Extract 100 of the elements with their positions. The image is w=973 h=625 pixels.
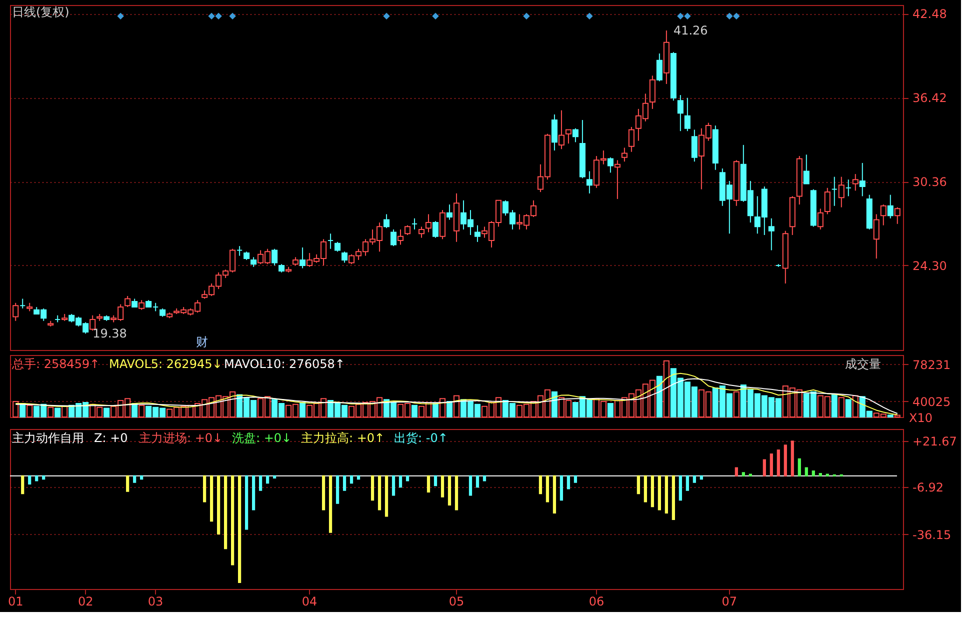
bar: [818, 472, 822, 476]
bar: [426, 475, 430, 493]
x-tick-label: 01: [8, 594, 24, 608]
bar: [203, 475, 206, 502]
chart-title: 成交量: [845, 357, 881, 371]
bar: [476, 475, 480, 488]
candlestick: [621, 147, 628, 162]
bar: [217, 475, 220, 535]
candlestick: [873, 214, 880, 260]
bar: [258, 475, 262, 491]
bar: [770, 454, 773, 476]
x-tick-label: 05: [448, 594, 464, 608]
bar: [790, 440, 794, 476]
bar: [784, 444, 787, 476]
bar: [42, 475, 46, 480]
bar: [370, 475, 374, 501]
candlestick: [894, 206, 900, 224]
candlestick: [404, 224, 411, 236]
text: 主力拉高: +0↑: [301, 431, 385, 445]
bar: [734, 467, 738, 476]
bar: [392, 475, 396, 496]
candlestick: [236, 246, 243, 256]
candlestick: [124, 295, 131, 308]
y-tick-label: 42.48: [912, 7, 947, 22]
bar: [231, 475, 234, 566]
bar: [252, 475, 256, 510]
candlestick: [852, 174, 858, 192]
candlestick: [397, 228, 404, 246]
candlestick: [390, 228, 397, 247]
candlestick: [824, 187, 830, 215]
bar: [468, 475, 472, 496]
text: 洗盘: +0↓: [232, 431, 292, 445]
bar: [210, 475, 214, 522]
candlestick: [138, 300, 145, 310]
candlestick: [383, 214, 390, 229]
candlestick: [418, 226, 425, 238]
bar: [35, 475, 38, 482]
x-tick-label: 06: [588, 594, 604, 608]
bar: [398, 475, 402, 488]
text: 主力进场: +0↓: [139, 431, 223, 445]
candlestick: [880, 204, 886, 226]
candlestick: [817, 208, 824, 230]
bar: [762, 459, 766, 476]
bar: [692, 475, 696, 483]
candlestick: [12, 302, 19, 322]
candlestick: [250, 256, 257, 268]
candlestick: [342, 251, 348, 264]
text: 出货: -0↑: [394, 431, 448, 445]
bar: [560, 475, 564, 501]
bar: [678, 475, 682, 501]
text: MAVOL10: 276058↑: [224, 357, 345, 371]
candlestick: [684, 97, 690, 132]
bar: [406, 475, 410, 482]
bar: [546, 475, 550, 502]
bar: [664, 475, 668, 514]
bar: [552, 475, 556, 514]
bar: [482, 475, 486, 482]
bar: [244, 475, 248, 530]
bar: [140, 475, 144, 480]
bar: [538, 475, 542, 494]
bar: [21, 475, 24, 494]
x-tick-label: 03: [148, 594, 164, 608]
candlestick: [831, 176, 838, 206]
ref-line-label: Z: +0: [94, 431, 128, 445]
candlestick: [649, 75, 656, 110]
bar: [448, 475, 452, 506]
candlestick: [558, 110, 564, 150]
candlestick: [586, 170, 592, 194]
candlestick: [474, 224, 481, 242]
y-tick-label: 78231: [912, 358, 951, 372]
candlestick: [845, 179, 852, 197]
chart-title: 主力动作自用: [12, 431, 84, 445]
text: MAVOL5: 262945↓: [109, 357, 222, 371]
candlestick: [439, 210, 446, 240]
candlestick: [656, 52, 662, 82]
bar: [384, 475, 388, 517]
x-tick-label: 07: [722, 594, 738, 608]
bar: [636, 475, 640, 494]
annotation: 41.26: [673, 23, 708, 38]
text: 总手: 258459↑: [11, 357, 100, 371]
bar: [574, 475, 578, 483]
bar: [776, 450, 780, 476]
candlestick: [803, 154, 810, 184]
line-series: [15, 372, 898, 416]
y-tick-label: 30.36: [912, 175, 947, 190]
y-tick-label: -36.15: [912, 528, 952, 542]
bar: [454, 475, 458, 510]
bar: [378, 475, 382, 510]
bar: [266, 475, 270, 484]
bar: [322, 475, 326, 510]
y-tick-label: -6.92: [912, 480, 944, 495]
candlestick: [90, 314, 96, 332]
y-tick-label: 36.42: [912, 91, 947, 106]
bar: [356, 475, 360, 480]
bar: [658, 475, 662, 510]
candlestick: [272, 248, 278, 266]
annotation: 财: [196, 335, 208, 349]
candlestick: [334, 241, 341, 252]
x-tick-label: 02: [78, 594, 94, 608]
candlestick: [328, 233, 334, 250]
